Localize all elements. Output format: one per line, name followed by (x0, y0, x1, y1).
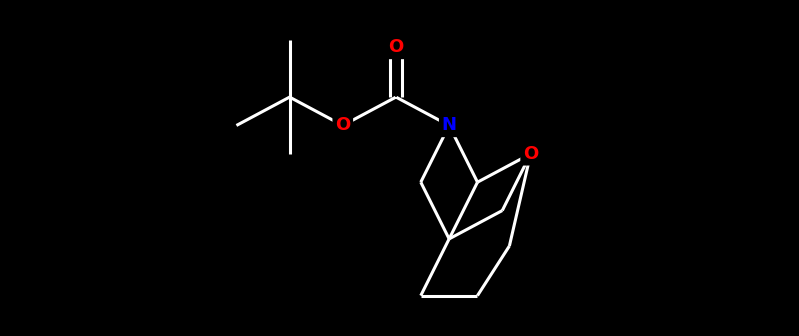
Text: O: O (523, 145, 539, 163)
Text: O: O (335, 117, 351, 134)
Text: O: O (388, 39, 403, 56)
Text: N: N (442, 117, 457, 134)
